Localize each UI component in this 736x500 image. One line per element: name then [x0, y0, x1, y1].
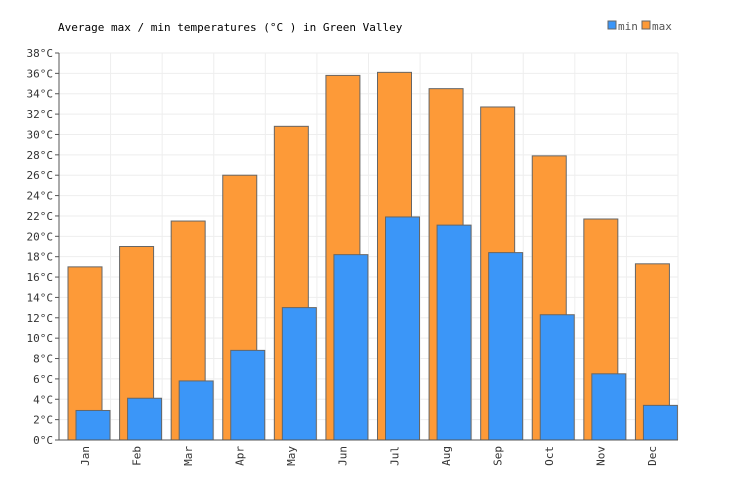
bar-min-apr — [230, 349, 266, 441]
x-axis-ticks: Jan Feb Mar Apr May Jun Jul Aug Sep Oct Nov Dec — [79, 446, 659, 466]
y-tick-label: 10°C — [27, 332, 54, 345]
x-tick-label: Nov — [595, 446, 608, 466]
bar-min-feb — [127, 397, 163, 441]
x-tick-label: Jun — [337, 446, 350, 466]
bar-min-nov — [591, 373, 627, 441]
bar-min-jul — [385, 216, 420, 441]
y-tick-label: 0°C — [33, 434, 53, 447]
y-tick-label: 14°C — [27, 291, 54, 304]
y-tick-label: 24°C — [27, 190, 54, 203]
y-tick-label: 36°C — [27, 67, 54, 80]
bar-min-mar — [178, 380, 214, 441]
bars — [67, 71, 678, 441]
y-tick-label: 32°C — [27, 108, 54, 121]
y-tick-label: 18°C — [27, 251, 54, 264]
x-tick-label: May — [285, 446, 298, 466]
y-tick-label: 2°C — [33, 414, 53, 427]
y-tick-label: 38°C — [27, 47, 54, 60]
bar-min-aug — [436, 224, 472, 441]
y-axis-ticks: 0°C 2°C 4°C 6°C 8°C 10°C 12°C 14°C 16°C 18°C 20°C 2… — [27, 47, 59, 447]
axes — [58, 53, 678, 441]
y-tick-label: 28°C — [27, 149, 54, 162]
x-tick-label: Jul — [388, 446, 401, 466]
x-tick-label: Apr — [234, 446, 247, 466]
x-tick-label: Dec — [646, 446, 659, 466]
y-tick-label: 34°C — [27, 88, 54, 101]
bar-min-jan — [75, 409, 111, 441]
bar-min-may — [281, 307, 317, 441]
y-tick-label: 8°C — [33, 353, 53, 366]
x-tick-label: Mar — [182, 446, 195, 466]
y-tick-label: 12°C — [27, 312, 54, 325]
x-tick-label: Oct — [543, 446, 556, 466]
chart-title: Average max / min temperatures (°C ) in … — [58, 21, 403, 34]
legend-label-max: max — [652, 20, 672, 33]
bar-min-sep — [488, 252, 524, 441]
y-tick-label: 4°C — [33, 393, 53, 406]
x-tick-label: Feb — [130, 446, 143, 466]
x-tick-label: Aug — [440, 446, 453, 466]
grid — [58, 52, 679, 441]
y-tick-label: 26°C — [27, 169, 54, 182]
legend-label-min: min — [618, 20, 638, 33]
y-tick-label: 20°C — [27, 230, 54, 243]
legend-swatch-min — [607, 20, 617, 30]
y-tick-label: 30°C — [27, 128, 54, 141]
bar-min-dec — [642, 404, 678, 441]
bar-min-oct — [539, 314, 575, 441]
chart-legend: min max — [607, 20, 672, 33]
bar-min-jun — [333, 254, 369, 441]
x-tick-label: Jan — [79, 446, 92, 466]
x-tick-label: Sep — [491, 446, 504, 466]
y-tick-label: 6°C — [33, 373, 53, 386]
legend-swatch-max — [641, 20, 651, 30]
y-tick-label: 22°C — [27, 210, 54, 223]
y-tick-label: 16°C — [27, 271, 54, 284]
